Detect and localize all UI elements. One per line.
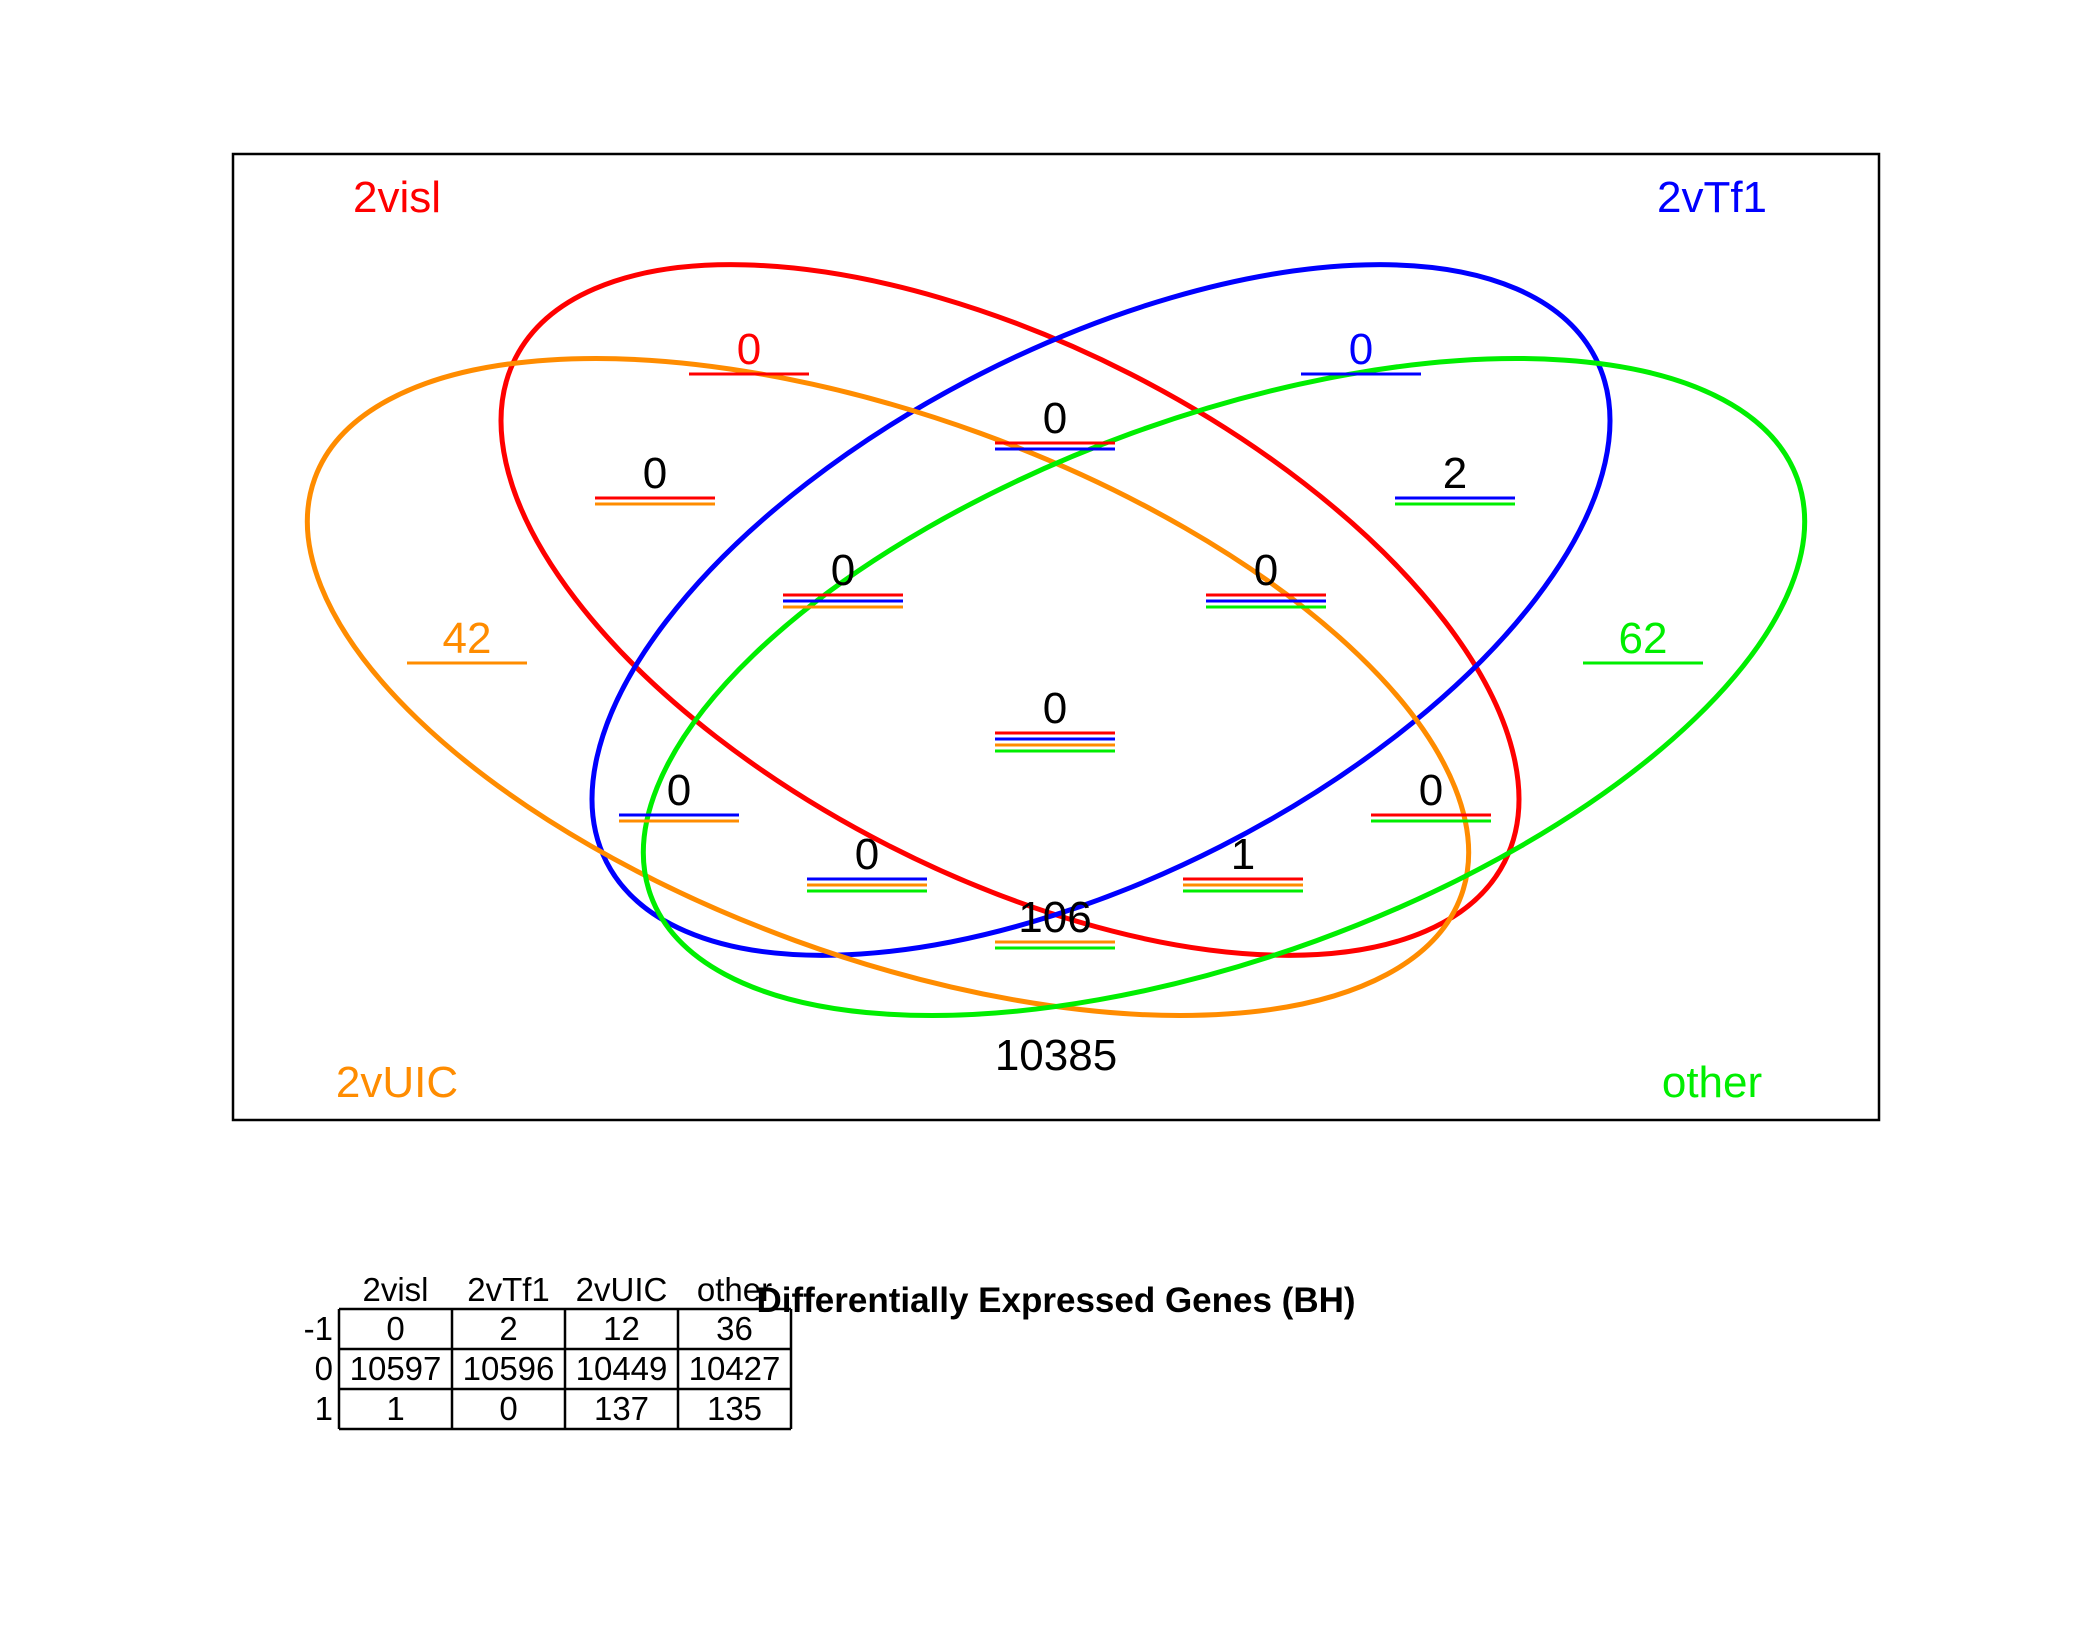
table-cell: 0 bbox=[499, 1390, 517, 1427]
region-b-d: 2 bbox=[1395, 449, 1515, 506]
table-column-header: 2vTf1 bbox=[467, 1271, 550, 1308]
table-cell: 12 bbox=[603, 1310, 640, 1347]
table-row-label: 1 bbox=[315, 1390, 333, 1427]
region-b-c: 0 bbox=[619, 766, 739, 823]
region-b: 0 bbox=[1301, 325, 1421, 376]
table-cell: 36 bbox=[716, 1310, 753, 1347]
table-cell: 0 bbox=[386, 1310, 404, 1347]
region-a-c: 0 bbox=[595, 449, 715, 506]
region-count: 2 bbox=[1443, 449, 1467, 498]
region-a-b: 0 bbox=[995, 394, 1115, 451]
set-label-2visl: 2visl bbox=[353, 173, 441, 222]
set-label-other: other bbox=[1662, 1058, 1762, 1107]
table-cell: 135 bbox=[707, 1390, 762, 1427]
region-a: 0 bbox=[689, 325, 809, 376]
region-count: 62 bbox=[1619, 614, 1668, 663]
region-a-d: 0 bbox=[1371, 766, 1491, 823]
region-count: 1 bbox=[1231, 830, 1255, 879]
region-count: 0 bbox=[643, 449, 667, 498]
ellipse-other bbox=[640, 356, 1808, 1018]
table-cell: 10596 bbox=[463, 1350, 555, 1387]
region-a-c-d: 1 bbox=[1183, 830, 1303, 893]
table-row-label: -1 bbox=[304, 1310, 333, 1347]
ellipse-2visl bbox=[498, 262, 1522, 958]
set-label-2vTf1: 2vTf1 bbox=[1657, 173, 1767, 222]
table-cell: 1 bbox=[386, 1390, 404, 1427]
table-column-header: other bbox=[697, 1271, 772, 1308]
region-d: 62 bbox=[1583, 614, 1703, 665]
ellipse-2vUIC bbox=[304, 356, 1472, 1018]
region-count: 0 bbox=[1043, 684, 1067, 733]
region-a-b-c: 0 bbox=[783, 546, 903, 609]
region-b-c-d: 0 bbox=[807, 830, 927, 893]
table-column-header: 2vUIC bbox=[576, 1271, 668, 1308]
region-count: 106 bbox=[1018, 893, 1091, 942]
region-c-d: 106 bbox=[995, 893, 1115, 950]
table-row-label: 0 bbox=[315, 1350, 333, 1387]
region-a-b-d: 0 bbox=[1206, 546, 1326, 609]
region-count: 0 bbox=[737, 325, 761, 374]
region-count: 0 bbox=[667, 766, 691, 815]
summary-table: 2visl 2vTf1 2vUIC other-1 0 2 12 360 10597 10596 1… bbox=[304, 1271, 793, 1431]
region-c: 42 bbox=[407, 614, 527, 665]
table-cell: 10597 bbox=[350, 1350, 442, 1387]
region-count: 42 bbox=[443, 614, 492, 663]
region-count: 0 bbox=[831, 546, 855, 595]
summary-title: Differentially Expressed Genes (BH) bbox=[756, 1281, 1355, 1320]
set-label-2vUIC: 2vUIC bbox=[336, 1058, 458, 1107]
region-a-b-c-d: 0 bbox=[995, 684, 1115, 753]
table-column-header: 2visl bbox=[362, 1271, 428, 1308]
region-count: 0 bbox=[1419, 766, 1443, 815]
ellipse-2vTf1 bbox=[589, 262, 1613, 958]
region-count: 0 bbox=[855, 830, 879, 879]
table-cell: 10449 bbox=[576, 1350, 668, 1387]
region-count: 0 bbox=[1043, 394, 1067, 443]
region-count: 0 bbox=[1254, 546, 1278, 595]
table-cell: 2 bbox=[499, 1310, 517, 1347]
region-count: 0 bbox=[1349, 325, 1373, 374]
table-cell: 10427 bbox=[689, 1350, 781, 1387]
plot-frame bbox=[231, 152, 1881, 1122]
region-counts: 0 0 0 0 2 42 62 0 0 0 0 0 0 1 106 bbox=[407, 325, 1703, 950]
set-ellipses bbox=[304, 262, 1808, 1018]
outside-count: 10385 bbox=[995, 1031, 1117, 1080]
table-cell: 137 bbox=[594, 1390, 649, 1427]
